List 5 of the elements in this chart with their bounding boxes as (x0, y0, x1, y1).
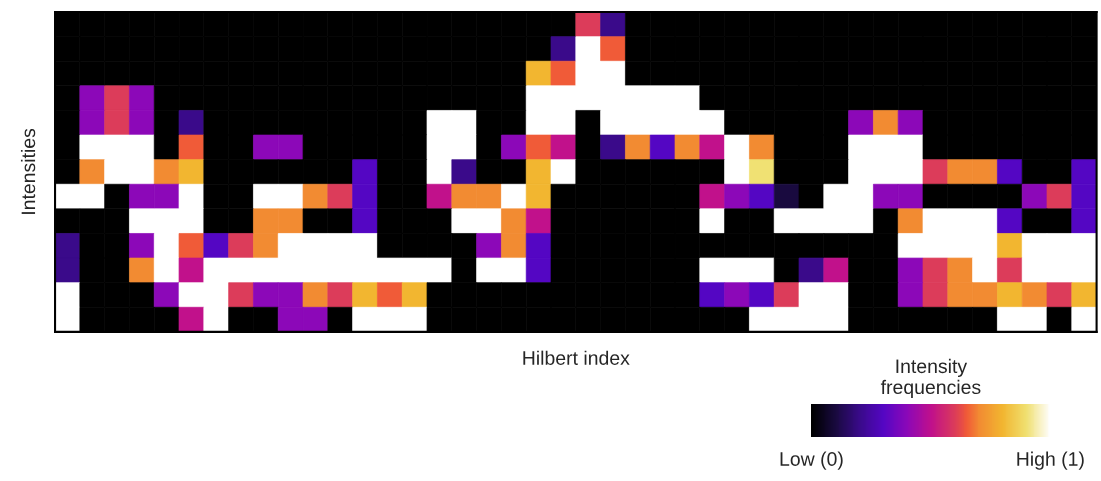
y-axis-title: Intensities (20, 128, 36, 214)
x-axis-title: Hilbert index (523, 350, 630, 365)
color-bar-title: Intensity frequencies (880, 358, 981, 398)
color-bar-label: Low (0) (780, 451, 843, 470)
color-bar-label: High (1) (1017, 451, 1084, 470)
